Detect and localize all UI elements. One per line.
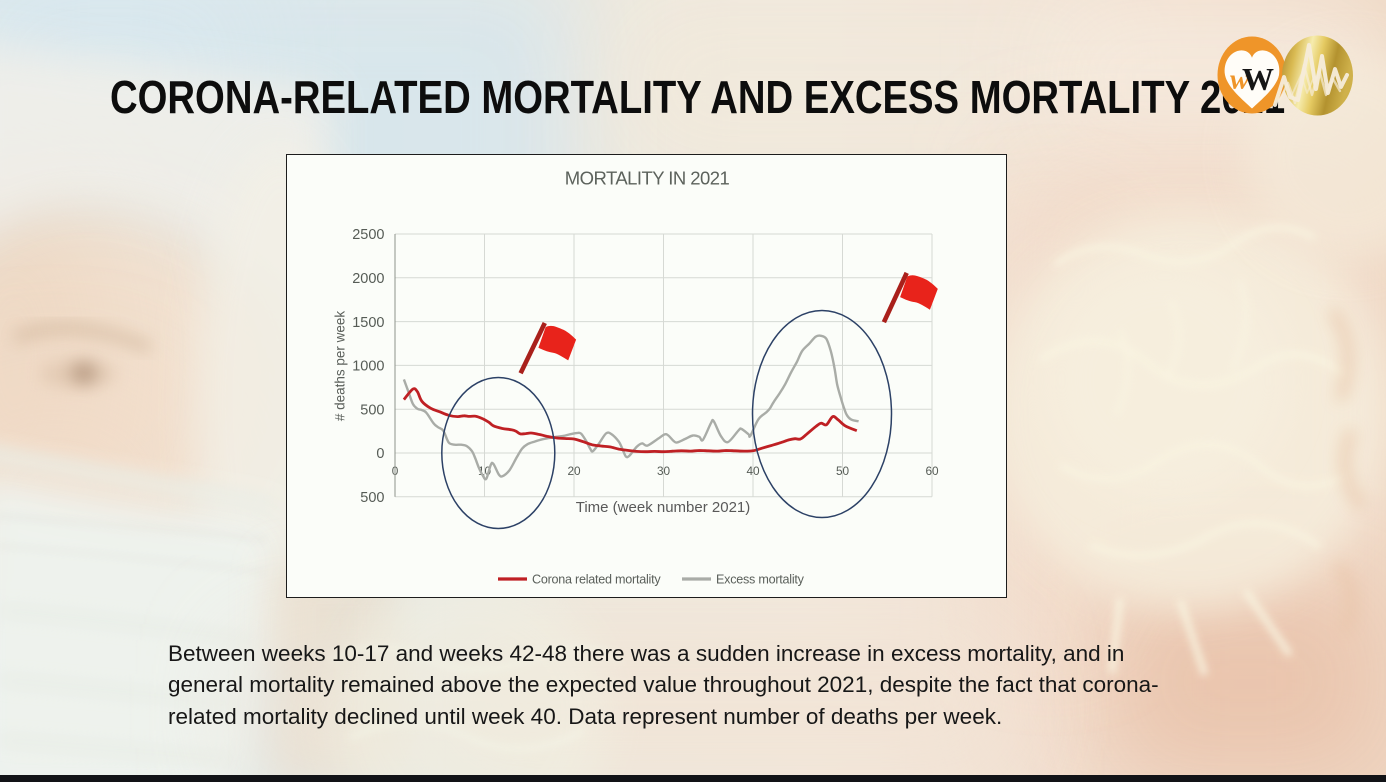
- svg-text:Excess mortality: Excess mortality: [716, 573, 805, 587]
- svg-text:2000: 2000: [352, 271, 384, 287]
- svg-text:w: w: [1230, 64, 1250, 96]
- svg-text:500: 500: [360, 490, 384, 506]
- svg-text:MORTALITY IN 2021: MORTALITY IN 2021: [565, 168, 730, 189]
- svg-text:500: 500: [360, 402, 384, 418]
- svg-text:2500: 2500: [352, 227, 384, 243]
- svg-text:W: W: [1242, 61, 1274, 97]
- svg-text:30: 30: [657, 464, 671, 478]
- svg-text:# deaths per week: # deaths per week: [333, 311, 348, 422]
- svg-text:Corona related mortality: Corona related mortality: [532, 573, 661, 587]
- svg-text:0: 0: [376, 446, 384, 462]
- svg-text:1000: 1000: [352, 359, 384, 375]
- svg-text:Time (week number 2021): Time (week number 2021): [576, 499, 751, 516]
- svg-text:1500: 1500: [352, 315, 384, 331]
- svg-text:40: 40: [746, 464, 760, 478]
- svg-text:60: 60: [925, 464, 939, 478]
- svg-text:50: 50: [836, 464, 850, 478]
- svg-text:20: 20: [567, 464, 581, 478]
